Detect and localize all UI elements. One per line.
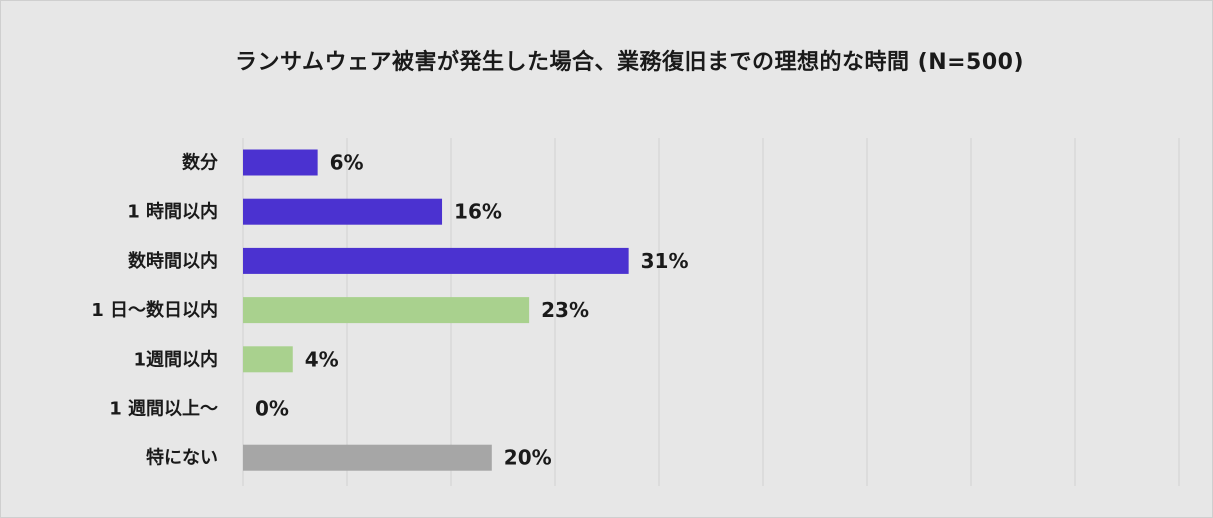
value-label: 4% xyxy=(305,347,339,371)
value-label: 20% xyxy=(504,446,552,470)
category-label: 1 日～数日以内 xyxy=(91,299,218,321)
bar xyxy=(243,444,492,471)
value-label: 23% xyxy=(541,298,589,322)
chart-title: ランサムウェア被害が発生した場合、業務復旧までの理想的な時間 (N=500) xyxy=(234,50,1025,75)
bar xyxy=(243,346,293,373)
value-label: 0% xyxy=(255,397,289,421)
value-label: 6% xyxy=(330,151,364,175)
category-label: 1週間以内 xyxy=(133,348,218,370)
category-label: 1 時間以内 xyxy=(127,201,218,223)
value-label: 16% xyxy=(454,200,502,224)
bar xyxy=(243,149,318,176)
category-label: 1 週間以上～ xyxy=(109,399,218,420)
bar xyxy=(243,198,443,225)
category-label: 数分 xyxy=(182,152,218,174)
bar xyxy=(243,297,530,324)
category-label: 特にない xyxy=(146,447,218,469)
bar xyxy=(243,247,629,274)
category-label: 数時間以内 xyxy=(128,250,218,272)
value-label: 31% xyxy=(641,249,689,273)
